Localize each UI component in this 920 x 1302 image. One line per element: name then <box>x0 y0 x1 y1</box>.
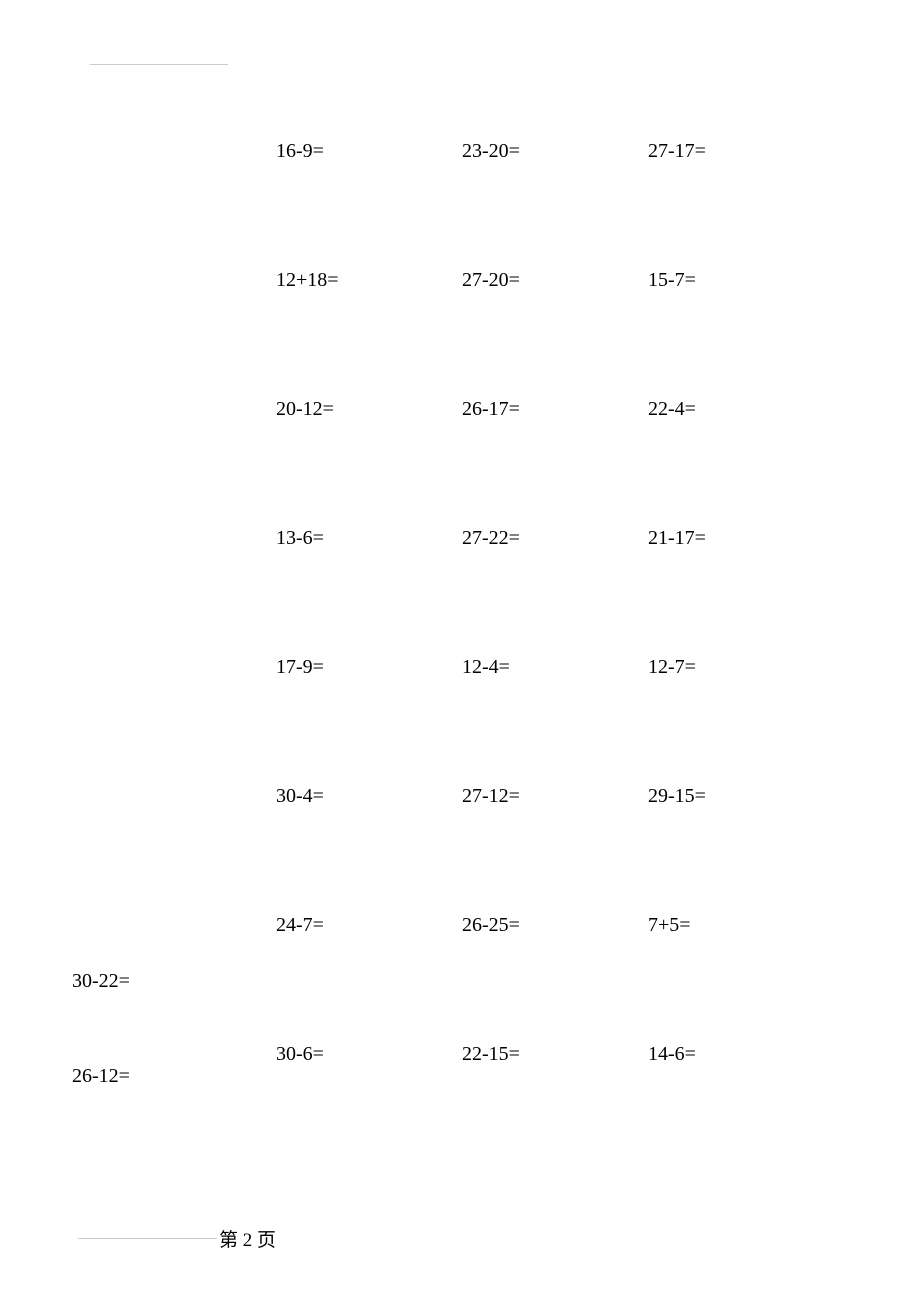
worksheet-grid: 16-9= 23-20= 27-17= 12+18= 27-20= 15-7= … <box>276 140 836 1066</box>
math-problem: 30-6= <box>276 1043 462 1066</box>
table-row: 24-7= 26-25= 7+5= <box>276 914 836 937</box>
table-row: 13-6= 27-22= 21-17= <box>276 527 836 550</box>
math-problem: 27-20= <box>462 269 648 292</box>
footer-rule <box>78 1238 217 1239</box>
page-footer: 第 2 页 <box>78 1225 276 1252</box>
math-problem: 23-20= <box>462 140 648 163</box>
math-problem: 27-12= <box>462 785 648 808</box>
math-problem: 12+18= <box>276 269 462 292</box>
math-problem: 15-7= <box>648 269 834 292</box>
math-problem: 14-6= <box>648 1043 834 1066</box>
math-problem: 22-4= <box>648 398 834 421</box>
math-problem: 13-6= <box>276 527 462 550</box>
math-problem: 20-12= <box>276 398 462 421</box>
table-row: 12+18= 27-20= 15-7= <box>276 269 836 292</box>
extra-math-problem: 30-22= <box>72 970 130 993</box>
math-problem: 26-17= <box>462 398 648 421</box>
page-number-label: 第 2 页 <box>219 1225 276 1252</box>
math-problem: 29-15= <box>648 785 834 808</box>
math-problem: 12-4= <box>462 656 648 679</box>
math-problem: 7+5= <box>648 914 834 937</box>
math-problem: 30-4= <box>276 785 462 808</box>
math-problem: 27-22= <box>462 527 648 550</box>
table-row: 20-12= 26-17= 22-4= <box>276 398 836 421</box>
header-rule <box>90 64 228 65</box>
table-row: 30-6= 22-15= 14-6= <box>276 1043 836 1066</box>
table-row: 17-9= 12-4= 12-7= <box>276 656 836 679</box>
math-problem: 16-9= <box>276 140 462 163</box>
math-problem: 21-17= <box>648 527 834 550</box>
math-problem: 24-7= <box>276 914 462 937</box>
math-problem: 17-9= <box>276 656 462 679</box>
math-problem: 22-15= <box>462 1043 648 1066</box>
math-problem: 27-17= <box>648 140 834 163</box>
extra-math-problem: 26-12= <box>72 1065 130 1088</box>
table-row: 16-9= 23-20= 27-17= <box>276 140 836 163</box>
page-container: 16-9= 23-20= 27-17= 12+18= 27-20= 15-7= … <box>0 0 920 1302</box>
table-row: 30-4= 27-12= 29-15= <box>276 785 836 808</box>
math-problem: 26-25= <box>462 914 648 937</box>
math-problem: 12-7= <box>648 656 834 679</box>
